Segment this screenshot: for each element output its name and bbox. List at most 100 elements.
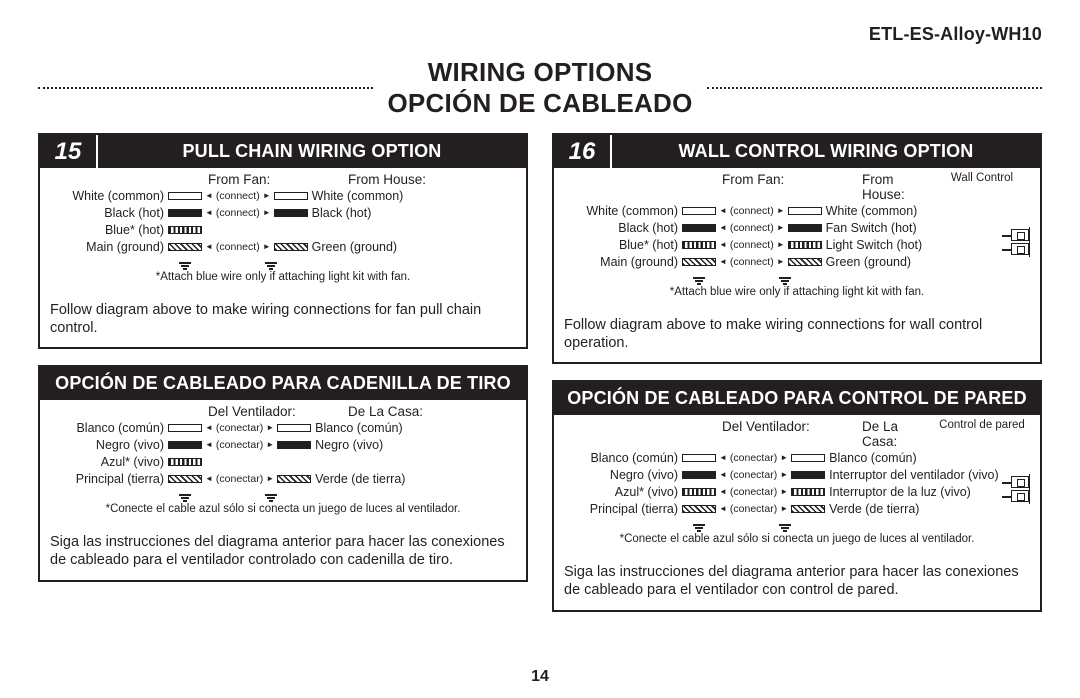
ground-icon <box>179 493 191 502</box>
connect-label: (connect) <box>716 205 788 217</box>
panel-title: OPCIÓN DE CABLEADO PARA CONTROL DE PARED <box>554 382 1040 415</box>
wire-segment <box>682 454 716 462</box>
wire-row: White (common) (connect) White (common) <box>564 202 999 219</box>
connect-label: (connect) <box>716 239 788 251</box>
connect-label: (conectar) <box>202 439 277 451</box>
wire-label-left: Azul* (vivo) <box>564 485 682 499</box>
from-fan-label: From Fan: <box>722 172 862 202</box>
connect-label: (conectar) <box>716 503 791 515</box>
wire-label-left: Negro (vivo) <box>564 468 682 482</box>
panel-title: OPCIÓN DE CABLEADO PARA CADENILLA DE TIR… <box>40 367 526 400</box>
wire-segment <box>791 488 825 496</box>
panel-pull-chain-en: 15 PULL CHAIN WIRING OPTION From Fan: Fr… <box>38 133 528 349</box>
wire-row: Blanco (común)(conectar)Blanco (común) <box>564 449 999 466</box>
wire-segment <box>168 226 202 234</box>
note-text: *Conecte el cable azul sólo si conecta u… <box>564 529 1030 551</box>
connect-label: (connect) <box>202 241 274 253</box>
wire-label-left: Principal (tierra) <box>564 502 682 516</box>
wire-label-left: Blue* (hot) <box>564 238 682 252</box>
wire-row: Blue* (hot) <box>50 221 516 238</box>
wire-segment <box>168 475 202 483</box>
connect-label: (connect) <box>202 190 274 202</box>
panel-wall-control-en: 16 WALL CONTROL WIRING OPTION From Fan: … <box>552 133 1042 364</box>
wire-label-right: Fan Switch (hot) <box>822 221 917 235</box>
connect-label: (connect) <box>716 222 788 234</box>
wire-row: Azul* (vivo) <box>50 453 516 470</box>
title-en: WIRING OPTIONS <box>387 57 692 88</box>
title-es: OPCIÓN DE CABLEADO <box>387 88 692 119</box>
page-number: 14 <box>0 668 1080 686</box>
wire-label-left: Black (hot) <box>50 206 168 220</box>
section-heading-bar: WIRING OPTIONS OPCIÓN DE CABLEADO <box>38 57 1042 119</box>
wire-label-right: Interruptor del ventilador (vivo) <box>825 468 999 482</box>
wire-segment <box>274 209 308 217</box>
panel-title: WALL CONTROL WIRING OPTION <box>610 135 1040 168</box>
wire-segment <box>682 241 716 249</box>
wall-control-label: Wall Control <box>934 172 1030 202</box>
note-text: *Attach blue wire only if attaching ligh… <box>50 267 516 289</box>
wire-segment <box>791 454 825 462</box>
connect-label: (connect) <box>716 256 788 268</box>
connect-label: (conectar) <box>716 469 791 481</box>
wire-segment <box>788 241 822 249</box>
wire-label-left: Black (hot) <box>564 221 682 235</box>
wire-label-left: Blue* (hot) <box>50 223 168 237</box>
wire-label-right: Verde (de tierra) <box>825 502 919 516</box>
wire-label-right: Black (hot) <box>308 206 372 220</box>
note-text: *Attach blue wire only if attaching ligh… <box>564 282 1030 304</box>
wire-label-right: Green (ground) <box>822 255 911 269</box>
wire-segment <box>168 209 202 217</box>
from-house-label: De La Casa: <box>862 419 934 449</box>
wire-segment <box>791 471 825 479</box>
wire-label-left: Azul* (vivo) <box>50 455 168 469</box>
step-number-16: 16 <box>554 135 610 168</box>
wire-label-left: Negro (vivo) <box>50 438 168 452</box>
wire-row: Negro (vivo) (conectar) Interruptor del ve… <box>564 466 999 483</box>
ground-icon <box>779 523 791 532</box>
wire-segment <box>274 243 308 251</box>
wire-label-right: White (common) <box>822 204 918 218</box>
wire-label-right: Verde (de tierra) <box>311 472 405 486</box>
wire-segment <box>788 224 822 232</box>
wire-segment <box>788 258 822 266</box>
wire-segment <box>168 424 202 432</box>
ground-icon <box>693 276 705 285</box>
follow-text: Follow diagram above to make wiring conn… <box>554 308 1040 362</box>
wire-segment <box>277 424 311 432</box>
wire-segment <box>682 258 716 266</box>
wire-row: Azul* (vivo) (conectar) Interruptor de la … <box>564 483 999 500</box>
connect-label: (conectar) <box>202 422 277 434</box>
from-house-label: De La Casa: <box>348 404 516 419</box>
wire-segment <box>682 505 716 513</box>
panel-pull-chain-es: OPCIÓN DE CABLEADO PARA CADENILLA DE TIR… <box>38 365 528 581</box>
connect-label: (conectar) <box>716 486 791 498</box>
wall-control-icon <box>999 474 1030 504</box>
wire-label-right: Interruptor de la luz (vivo) <box>825 485 971 499</box>
wire-segment <box>168 441 202 449</box>
wire-segment <box>682 471 716 479</box>
wire-segment <box>277 441 311 449</box>
follow-text: Siga las instrucciones del diagrama ante… <box>40 525 526 579</box>
wire-label-right: White (common) <box>308 189 404 203</box>
wire-label-left: White (common) <box>564 204 682 218</box>
ground-icon <box>693 523 705 532</box>
panel-title: PULL CHAIN WIRING OPTION <box>96 135 526 168</box>
wire-label-right: Negro (vivo) <box>311 438 383 452</box>
wire-row: Blanco (común)(conectar)Blanco (común) <box>50 419 516 436</box>
wire-segment <box>168 192 202 200</box>
wire-row: Black (hot)(connect)Black (hot) <box>50 204 516 221</box>
panel-wall-control-es: OPCIÓN DE CABLEADO PARA CONTROL DE PARED… <box>552 380 1042 611</box>
from-house-label: From House: <box>862 172 934 202</box>
wall-control-label: Control de pared <box>934 419 1030 449</box>
wire-segment <box>277 475 311 483</box>
wire-label-left: Main (ground) <box>50 240 168 254</box>
follow-text: Follow diagram above to make wiring conn… <box>40 293 526 347</box>
wire-row: Blue* (hot)(connect)Light Switch (hot) <box>564 236 999 253</box>
wire-label-left: White (common) <box>50 189 168 203</box>
wire-label-left: Main (ground) <box>564 255 682 269</box>
wall-control-icon <box>999 227 1030 257</box>
wire-segment <box>682 224 716 232</box>
connect-label: (conectar) <box>716 452 791 464</box>
wire-segment <box>168 458 202 466</box>
wire-label-right: Blanco (común) <box>311 421 403 435</box>
